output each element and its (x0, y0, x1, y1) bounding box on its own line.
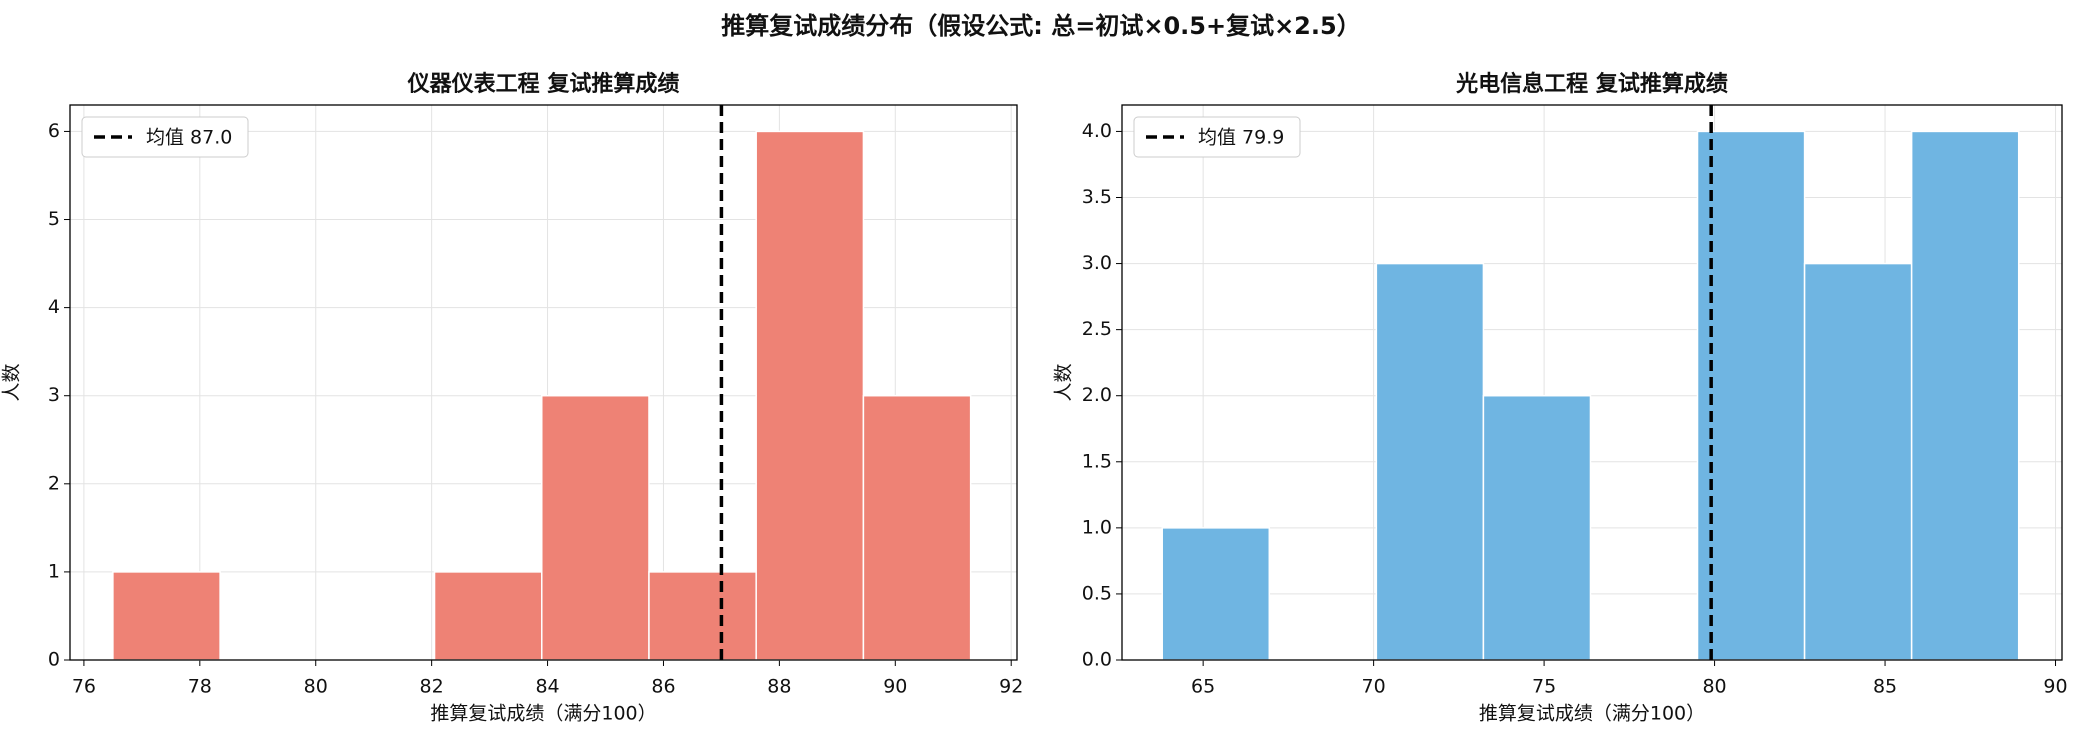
bar (1482, 394, 1592, 661)
x-tick-label: 70 (1362, 676, 1386, 698)
y-tick-label: 0.5 (1082, 582, 1112, 604)
axes-frame (1121, 104, 2063, 661)
axes-frame (69, 104, 1018, 661)
bar (112, 571, 221, 661)
bar (755, 130, 865, 661)
x-tick-label: 92 (999, 676, 1023, 698)
y-tick-label: 0.0 (1082, 649, 1112, 671)
x-tick-label: 88 (767, 676, 791, 698)
y-tick-label: 2 (48, 472, 60, 494)
x-tick-label: 65 (1191, 676, 1215, 698)
bar (433, 571, 543, 661)
y-tick-label: 2.0 (1082, 384, 1112, 406)
x-tick-label: 80 (304, 676, 328, 698)
y-tick-label: 0 (48, 649, 60, 671)
x-tick-label: 90 (2043, 676, 2067, 698)
bar (1161, 527, 1271, 661)
x-tick-label: 76 (72, 676, 96, 698)
bar (1375, 262, 1485, 661)
bar (862, 394, 972, 661)
x-tick-label: 82 (420, 676, 444, 698)
legend-box (81, 116, 249, 158)
chart-title: 光电信息工程 复试推算成绩 (1455, 71, 1728, 97)
y-tick-label: 1 (48, 560, 60, 582)
bar (1910, 130, 2020, 661)
y-tick-label: 4 (48, 296, 60, 318)
y-axis-label: 人数 (1053, 363, 1075, 401)
x-tick-label: 85 (1873, 676, 1897, 698)
x-tick-label: 78 (188, 676, 212, 698)
y-axis-label: 人数 (1, 363, 23, 401)
bar (648, 571, 757, 661)
bar (1696, 130, 1806, 661)
y-tick-label: 6 (48, 120, 60, 142)
y-tick-label: 2.5 (1082, 318, 1112, 340)
x-axis-label: 推算复试成绩（满分100） (1479, 703, 1705, 725)
y-tick-label: 3 (48, 384, 60, 406)
y-tick-label: 3.5 (1082, 186, 1112, 208)
y-tick-label: 4.0 (1082, 120, 1112, 142)
y-tick-label: 3.0 (1082, 252, 1112, 274)
y-tick-label: 5 (48, 208, 60, 230)
y-tick-label: 1.5 (1082, 450, 1112, 472)
x-tick-label: 84 (535, 676, 559, 698)
figure-title: 推算复试成绩分布（假设公式: 总=初试×0.5+复试×2.5） (721, 12, 1360, 40)
legend-label: 均值 79.9 (1198, 127, 1284, 149)
legend-box (1133, 116, 1301, 158)
bar (541, 394, 650, 661)
x-tick-label: 75 (1532, 676, 1556, 698)
chart-title: 仪器仪表工程 复试推算成绩 (407, 71, 680, 97)
y-tick-label: 1.0 (1082, 516, 1112, 538)
x-tick-label: 80 (1702, 676, 1726, 698)
x-tick-label: 90 (883, 676, 907, 698)
legend-label: 均值 87.0 (146, 127, 232, 149)
bar (1803, 262, 1913, 661)
x-axis-label: 推算复试成绩（满分100） (430, 703, 656, 725)
x-tick-label: 86 (651, 676, 675, 698)
